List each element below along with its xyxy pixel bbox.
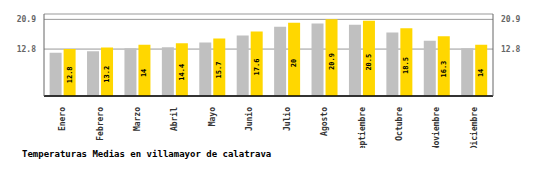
html-text:Temperaturas Medias en villama: Temperaturas Medias en villamayor de cal…: [22, 149, 272, 159]
svg-text:Diciembre: Diciembre: [469, 107, 479, 148]
svg-text:12.8: 12.8: [17, 45, 36, 54]
svg-text:20.5: 20.5: [365, 54, 373, 71]
svg-text:Octubre: Octubre: [395, 107, 404, 141]
svg-text:16.3: 16.3: [440, 61, 448, 78]
svg-text:Febrero: Febrero: [96, 107, 105, 141]
svg-text:17.6: 17.6: [253, 59, 261, 76]
svg-text:20.9: 20.9: [501, 15, 520, 24]
svg-text:15.7: 15.7: [215, 62, 223, 79]
svg-text:Marzo: Marzo: [133, 107, 142, 131]
svg-text:Julio: Julio: [282, 107, 292, 131]
svg-text:Septiembre: Septiembre: [357, 107, 367, 148]
svg-text:Enero: Enero: [58, 107, 67, 131]
svg-text:12.8: 12.8: [501, 45, 520, 54]
svg-text:18.5: 18.5: [402, 57, 410, 74]
svg-text:20.9: 20.9: [17, 15, 36, 24]
svg-text:Mayo: Mayo: [208, 107, 217, 126]
svg-text:Agosto: Agosto: [320, 107, 329, 136]
svg-text:14: 14: [477, 69, 485, 77]
svg-text:12.8: 12.8: [66, 66, 74, 83]
svg-text:Junio: Junio: [244, 107, 254, 131]
svg-text:14.4: 14.4: [178, 64, 186, 81]
svg-text:20: 20: [290, 59, 298, 67]
svg-text:20.9: 20.9: [328, 53, 336, 70]
svg-text:Noviembre: Noviembre: [431, 107, 441, 148]
svg-text:14: 14: [140, 69, 148, 77]
svg-text:13.2: 13.2: [103, 66, 111, 83]
svg-text:Abril: Abril: [169, 107, 179, 131]
